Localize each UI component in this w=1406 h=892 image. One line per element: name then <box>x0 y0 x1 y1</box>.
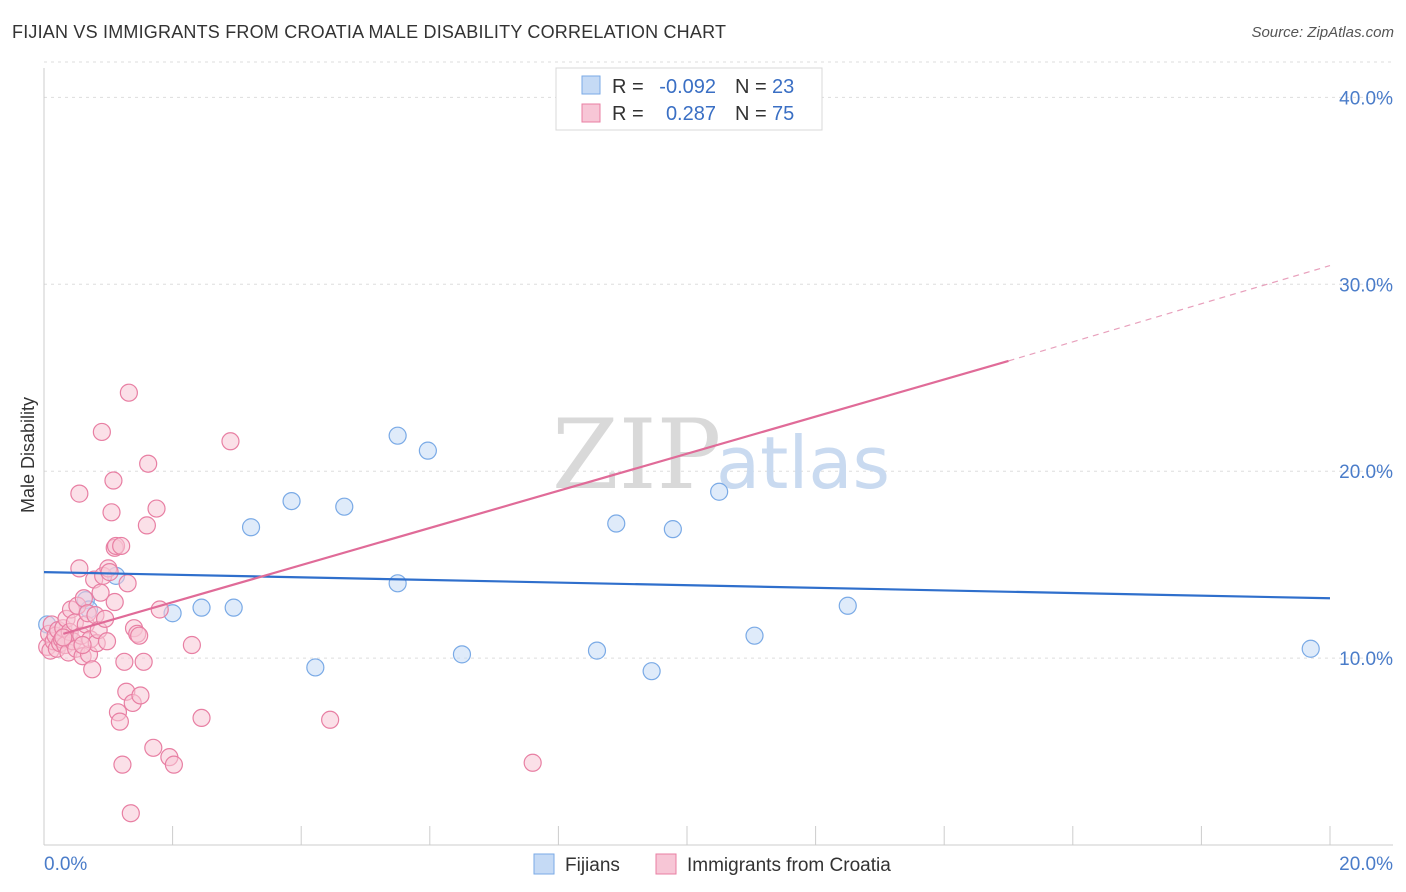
legend-swatch-croatia <box>581 103 601 123</box>
croatia-point-46 <box>110 712 129 731</box>
data-points <box>38 383 1320 823</box>
bottom-legend-fijians: Fijians <box>565 855 620 876</box>
fijian-point-21 <box>838 596 857 615</box>
legend-bottom: Fijians Immigrants from Croatia <box>533 853 891 876</box>
y-tick-label-2: 30.0% <box>1339 275 1393 296</box>
fijian-point-13 <box>418 441 437 460</box>
axes <box>43 68 1393 846</box>
fijian-point-22 <box>1301 639 1320 658</box>
croatia-point-71 <box>523 753 542 772</box>
fijian-point-16 <box>607 514 626 533</box>
chart-title: FIJIAN VS IMMIGRANTS FROM CROATIA MALE D… <box>12 22 727 42</box>
croatia-point-58 <box>131 686 150 705</box>
trend-lines <box>43 265 1331 635</box>
watermark: ZIP atlas <box>552 399 890 511</box>
fijian-trend-line <box>43 571 1331 600</box>
fijian-point-6 <box>224 598 243 617</box>
grid-lines <box>44 61 1393 659</box>
legend-top: R = -0.092 N = 23 R = 0.287 N = 75 <box>555 67 823 131</box>
croatia-point-42 <box>104 471 123 490</box>
croatia-point-66 <box>164 755 183 774</box>
fijian-point-9 <box>306 658 325 677</box>
croatia-point-63 <box>147 499 166 518</box>
croatia-point-67 <box>182 635 201 655</box>
y-tick-label-1: 20.0% <box>1339 462 1393 483</box>
fijian-point-7 <box>241 518 261 537</box>
croatia-point-70 <box>321 710 340 729</box>
croatia-point-72 <box>105 592 124 612</box>
croatia-trend-line <box>62 359 1009 635</box>
y-tick-label-0: 10.0% <box>1339 649 1393 670</box>
croatia-point-68 <box>192 708 211 728</box>
croatia-point-20 <box>70 559 89 578</box>
croatia-point-62 <box>144 738 163 757</box>
croatia-point-74 <box>73 635 92 655</box>
legend-r-value-2: 0.287 <box>666 103 716 125</box>
croatia-point-51 <box>118 574 137 593</box>
croatia-point-57 <box>130 626 149 645</box>
legend-r-value-1: -0.092 <box>659 76 716 98</box>
croatia-point-35 <box>92 422 111 442</box>
croatia-point-59 <box>134 652 153 671</box>
legend-r-label-2: R = <box>612 103 644 125</box>
croatia-point-24 <box>74 589 93 608</box>
fijian-point-12 <box>388 426 407 445</box>
croatia-point-53 <box>121 804 140 823</box>
croatia-trend-extension <box>1008 265 1331 362</box>
fijian-point-17 <box>642 662 661 681</box>
legend-swatch-fijians <box>581 75 601 95</box>
croatia-point-69 <box>221 432 240 451</box>
fijian-point-5 <box>192 598 211 617</box>
chart-source: Source: ZipAtlas.com <box>1251 24 1394 41</box>
croatia-point-61 <box>139 454 158 473</box>
croatia-point-21 <box>70 484 89 503</box>
croatia-point-29 <box>83 660 102 679</box>
bottom-legend-swatch-fijians <box>533 853 555 875</box>
y-tick-labels: 10.0% 20.0% 30.0% 40.0% <box>1339 88 1393 670</box>
legend-n-label-2: N = <box>735 103 767 125</box>
legend-n-label-1: N = <box>735 76 767 98</box>
legend-n-value-2: 75 <box>772 103 794 125</box>
fijian-point-14 <box>452 645 472 664</box>
croatia-point-47 <box>112 536 131 556</box>
fijian-point-10 <box>335 497 354 516</box>
legend-r-label-1: R = <box>612 76 644 98</box>
fijian-point-15 <box>587 641 607 660</box>
x-tick-label-left: 0.0% <box>44 854 87 875</box>
fijian-point-11 <box>388 574 407 593</box>
fijian-point-18 <box>663 520 682 539</box>
croatia-point-38 <box>97 632 117 651</box>
fijian-point-20 <box>745 626 764 645</box>
bottom-legend-swatch-croatia <box>655 853 677 875</box>
croatia-point-37 <box>95 609 115 628</box>
bottom-legend-croatia: Immigrants from Croatia <box>687 855 891 876</box>
watermark-atlas: atlas <box>716 421 890 505</box>
croatia-point-48 <box>113 755 132 774</box>
croatia-point-52 <box>119 383 138 402</box>
croatia-point-41 <box>102 503 121 522</box>
legend-n-value-1: 23 <box>772 76 794 98</box>
croatia-point-60 <box>137 516 156 535</box>
y-tick-label-3: 40.0% <box>1339 88 1393 109</box>
y-axis-label: Male Disability <box>18 397 38 513</box>
fijian-point-19 <box>710 482 729 501</box>
croatia-point-49 <box>115 652 134 671</box>
x-tick-label-right: 20.0% <box>1339 854 1393 875</box>
fijian-point-8 <box>282 491 301 511</box>
watermark-zip: ZIP <box>552 399 721 511</box>
croatia-point-40 <box>100 563 119 582</box>
